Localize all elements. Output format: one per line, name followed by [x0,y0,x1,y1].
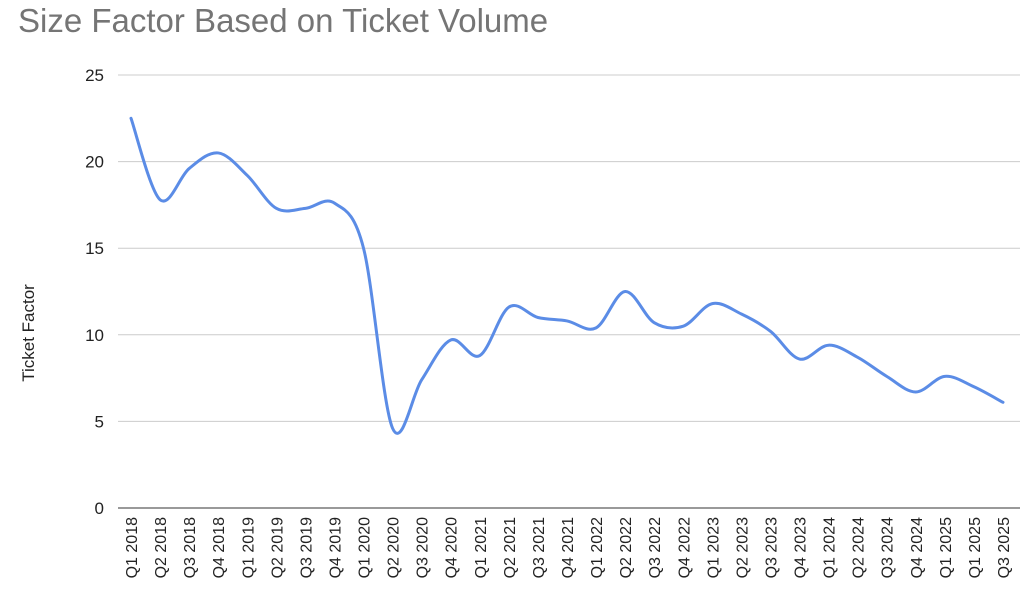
y-axis-ticks: 0 5 10 15 20 25 [85,66,104,518]
x-tick-label: Q4 2022 [676,517,693,578]
x-tick-label: Q1 2023 [705,517,722,578]
x-tick-label: Q1 2021 [473,517,490,578]
x-tick-label: Q4 2021 [560,517,577,578]
x-tick-label: Q1 2024 [822,517,839,578]
x-tick-label: Q2 2023 [734,517,751,578]
x-tick-label: Q4 2019 [327,517,344,578]
x-tick-label: Q4 2023 [793,517,810,578]
x-tick-label: Q1 2018 [124,517,141,578]
x-tick-label: Q1 2025 [967,517,984,578]
x-tick-label: Q2 2021 [502,517,519,578]
x-tick-label: Q3 2024 [880,517,897,578]
x-tick-label: Q2 2022 [618,517,635,578]
x-tick-label: Q1 2020 [357,517,374,578]
x-tick-label: Q2 2019 [269,517,286,578]
x-tick-label: Q3 2021 [531,517,548,578]
x-tick-label: Q4 2024 [909,517,926,578]
x-axis-ticks: Q1 2018 Q2 2018 Q3 2018 Q4 2018 Q1 2019 Q2 20… [124,517,1013,578]
x-tick-label: Q2 2018 [153,517,170,578]
gridlines [118,74,1020,509]
series-line [129,116,1005,435]
x-tick-label: Q3 2019 [298,517,315,578]
y-tick-label: 5 [95,412,104,431]
chart-title: Size Factor Based on Ticket Volume [18,2,549,39]
y-tick-label: 25 [85,66,104,85]
series-group [129,116,1005,435]
x-tick-label: Q1 2025 [938,517,955,578]
x-tick-label: Q4 2020 [444,517,461,578]
x-tick-label: Q4 2018 [211,517,228,578]
y-tick-label: 0 [95,499,104,518]
x-tick-label: Q3 2018 [182,517,199,578]
x-tick-label: Q3 2023 [763,517,780,578]
x-tick-label: Q3 2025 [996,517,1013,578]
x-tick-label: Q1 2019 [240,517,257,578]
y-tick-label: 20 [85,153,104,172]
y-tick-label: 10 [85,326,104,345]
x-tick-label: Q2 2020 [386,517,403,578]
y-tick-label: 15 [85,239,104,258]
x-tick-label: Q2 2024 [851,517,868,578]
x-tick-label: Q3 2022 [647,517,664,578]
x-tick-label: Q1 2022 [589,517,606,578]
y-axis-label: Ticket Factor [19,284,38,382]
x-tick-label: Q3 2020 [415,517,432,578]
